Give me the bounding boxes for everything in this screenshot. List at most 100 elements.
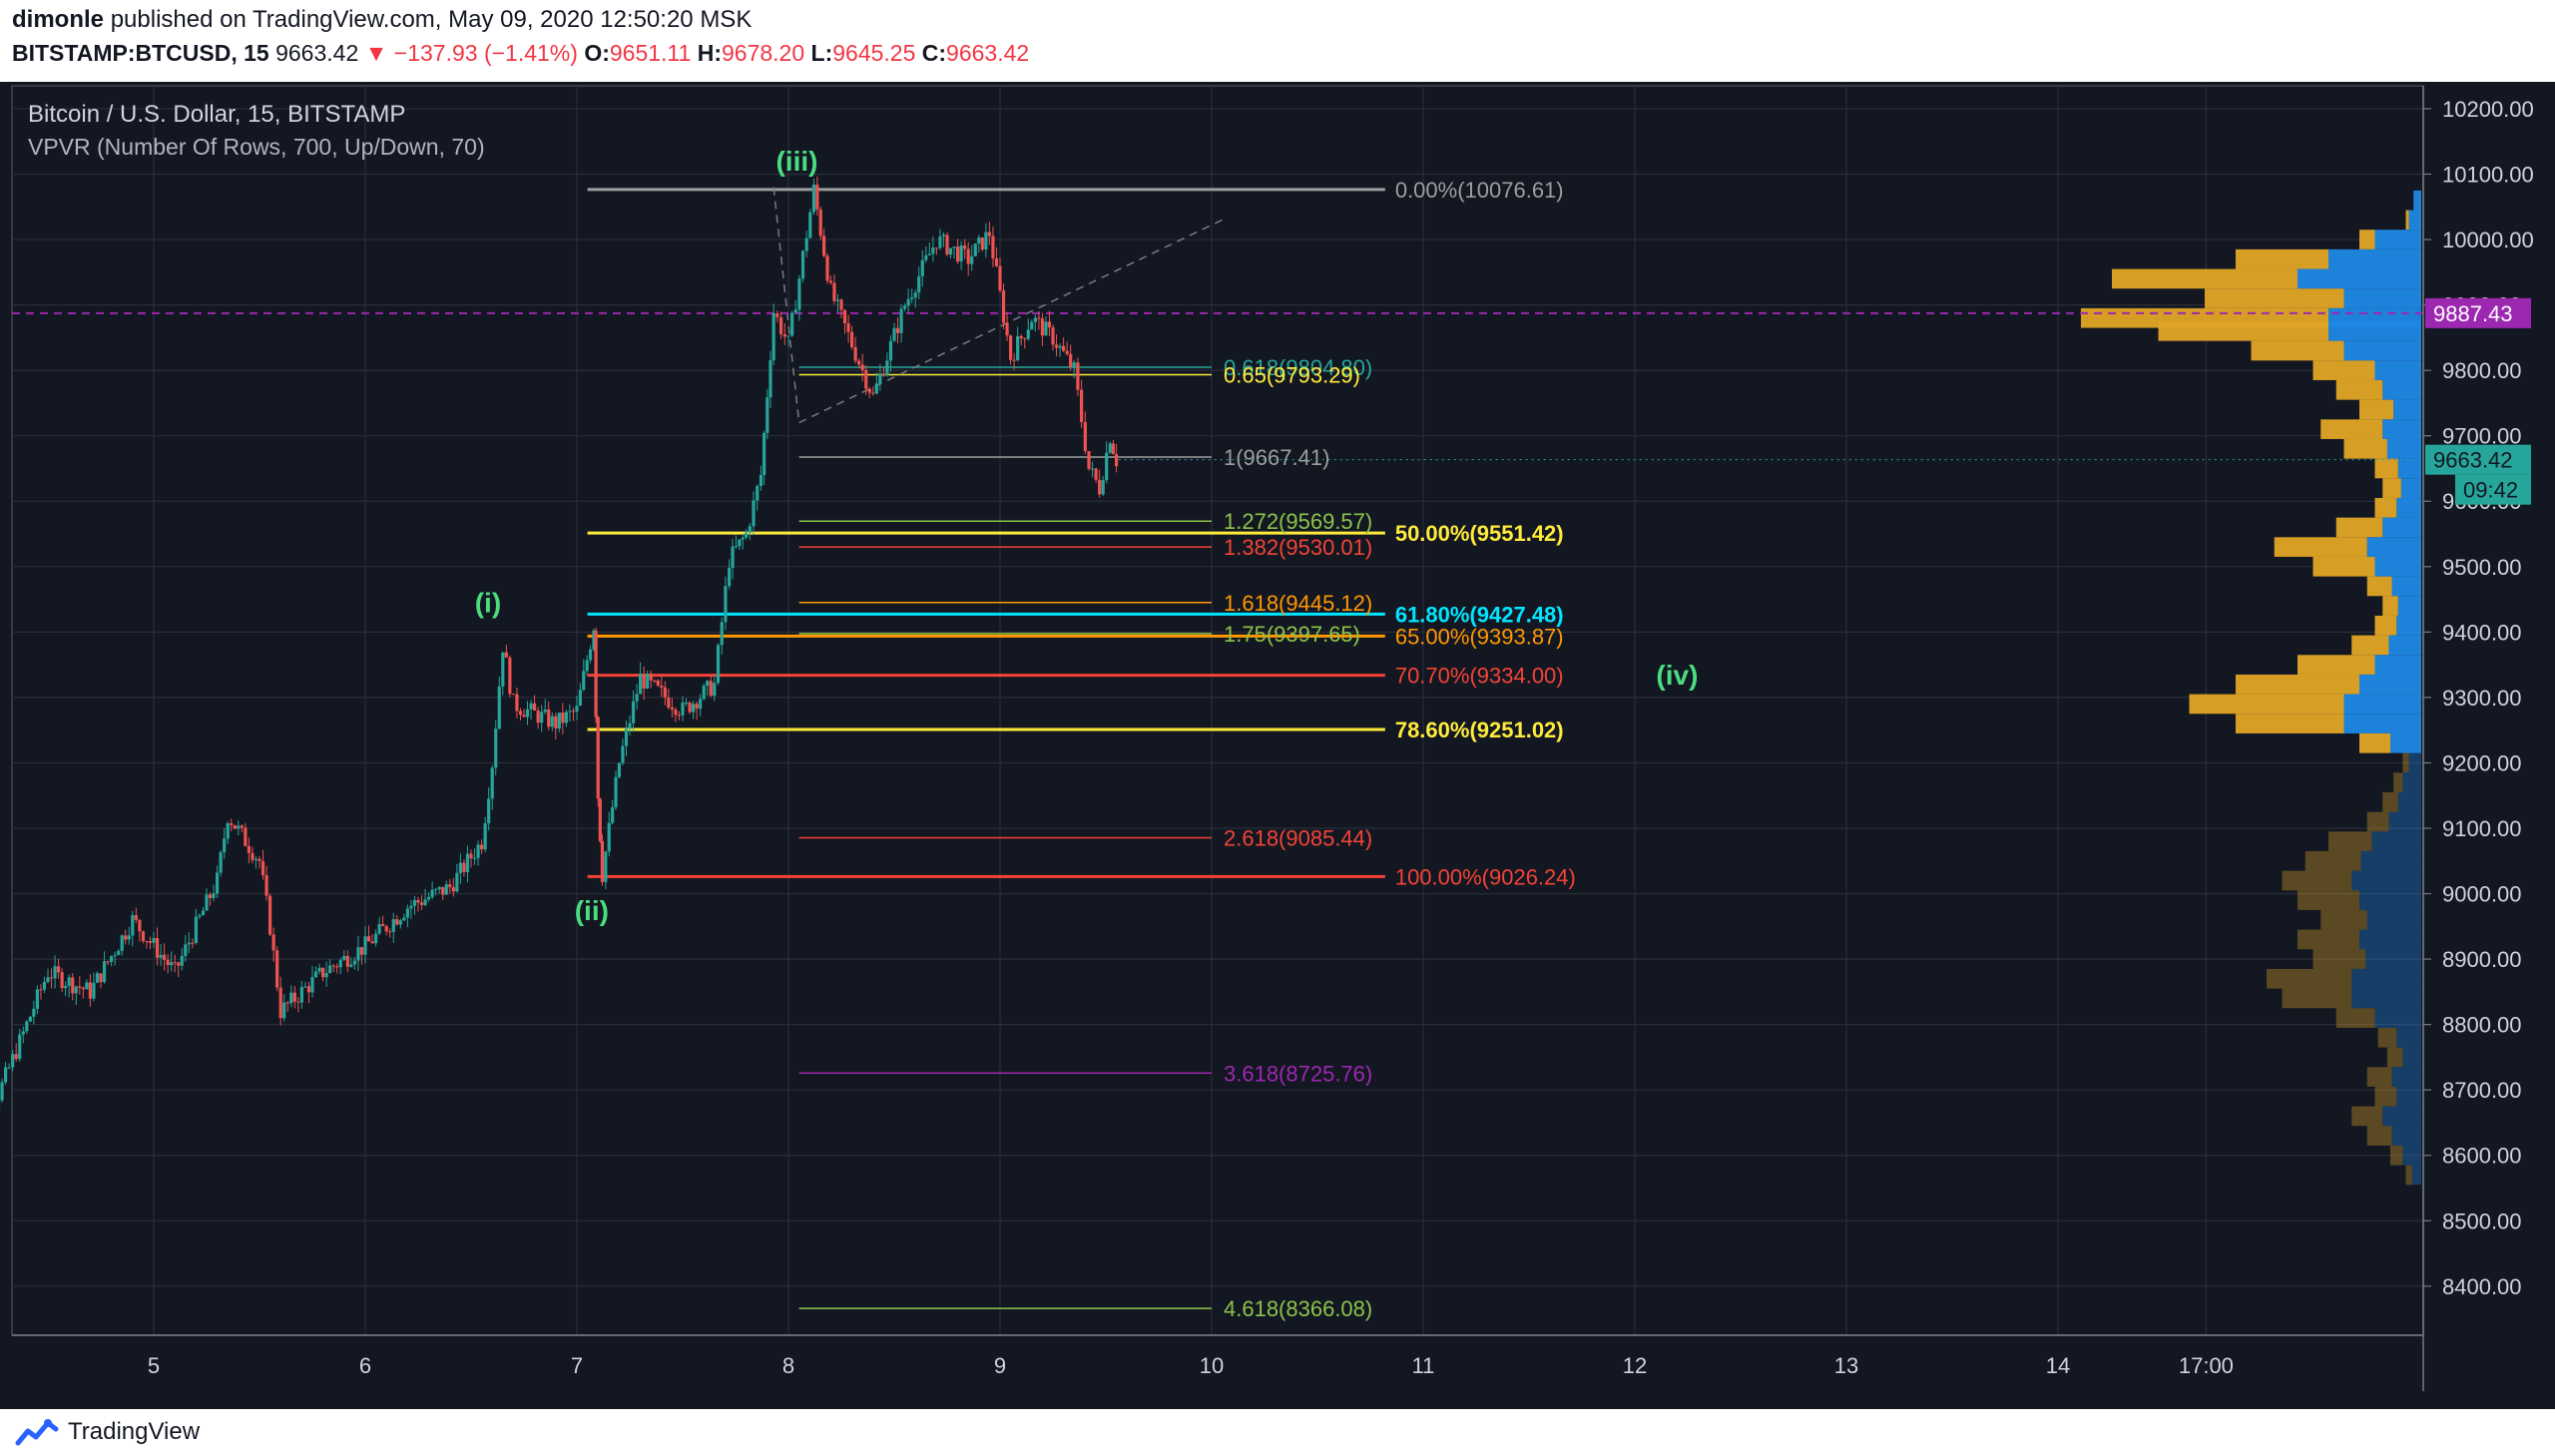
vp-down-bar bbox=[2382, 478, 2401, 498]
candle-body bbox=[251, 852, 255, 860]
vp-down-bar bbox=[2351, 1106, 2383, 1127]
countdown-badge: 09:42 bbox=[2463, 478, 2518, 503]
candle-body bbox=[611, 806, 615, 823]
candle-body bbox=[1098, 479, 1102, 495]
vp-down-bar bbox=[2335, 1008, 2375, 1028]
candle-body bbox=[745, 532, 749, 538]
candle-body bbox=[377, 924, 381, 934]
candle-body bbox=[1026, 329, 1030, 339]
candle-body bbox=[564, 712, 568, 724]
candle-body bbox=[966, 248, 970, 264]
candle-body bbox=[768, 359, 772, 398]
candle-body bbox=[271, 934, 275, 951]
candle-body bbox=[790, 312, 794, 336]
candle-body bbox=[416, 899, 420, 903]
vp-up-bar bbox=[2371, 831, 2421, 851]
candle-body bbox=[515, 694, 519, 712]
candle-body bbox=[1111, 443, 1116, 454]
symbol-label: BITSTAMP:BTCUSD, 15 bbox=[12, 40, 269, 66]
candle-body bbox=[533, 703, 537, 712]
candle-body bbox=[398, 920, 402, 925]
price-chart[interactable]: 0.00%(10076.61) 50.00%(9551.42) 61.80%(942… bbox=[0, 82, 2555, 1409]
candle-body bbox=[793, 309, 797, 313]
candle-body bbox=[642, 674, 646, 689]
vp-down-bar bbox=[2343, 438, 2387, 459]
y-tick-label: 8900.00 bbox=[2442, 947, 2522, 972]
price-change: ▼ −137.93 (−1.41%) bbox=[364, 40, 578, 66]
vp-up-bar bbox=[2396, 497, 2421, 518]
fib-extension-label: 0.65(9793.29) bbox=[1224, 363, 1360, 388]
vp-up-bar bbox=[2365, 949, 2421, 969]
candle-body bbox=[152, 937, 156, 943]
candle-body bbox=[7, 1067, 11, 1069]
candle-body bbox=[987, 232, 991, 237]
volume-profile bbox=[2081, 190, 2421, 1186]
candle-body bbox=[910, 297, 914, 299]
vp-up-bar bbox=[2359, 890, 2421, 910]
candle-body bbox=[688, 702, 692, 713]
candle-body bbox=[374, 933, 378, 944]
vp-up-bar bbox=[2390, 732, 2421, 753]
candle-body bbox=[800, 250, 805, 279]
vp-up-bar bbox=[2413, 190, 2421, 211]
vp-down-bar bbox=[2405, 1165, 2412, 1186]
tradingview-logo[interactable]: TradingView bbox=[14, 1417, 200, 1447]
candle-body bbox=[1001, 289, 1006, 323]
candle-body bbox=[720, 622, 724, 646]
candle-body bbox=[223, 838, 227, 853]
x-tick-label: 10 bbox=[1200, 1353, 1224, 1378]
candle-body bbox=[134, 915, 138, 920]
candle-body bbox=[811, 184, 816, 213]
candle-body bbox=[557, 713, 561, 729]
candle-body bbox=[1072, 362, 1076, 367]
vp-up-bar bbox=[2343, 288, 2421, 308]
candle-body bbox=[782, 333, 786, 337]
candle-body bbox=[635, 694, 639, 702]
vp-down-bar bbox=[2298, 929, 2359, 950]
candle-body bbox=[670, 708, 674, 711]
vp-down-bar bbox=[2320, 909, 2367, 930]
vp-down-bar bbox=[2236, 248, 2328, 269]
candle-body bbox=[260, 860, 265, 876]
candle-body bbox=[646, 674, 650, 689]
candle-body bbox=[299, 987, 303, 1003]
candle-body bbox=[713, 683, 717, 697]
candle-body bbox=[699, 699, 703, 710]
vp-down-bar bbox=[2390, 1145, 2403, 1166]
y-tick-label: 9400.00 bbox=[2442, 620, 2522, 645]
candle-body bbox=[1023, 338, 1027, 340]
candle-body bbox=[180, 955, 184, 966]
ohlc-line: BITSTAMP:BTCUSD, 15 9663.42 ▼ −137.93 (−… bbox=[12, 40, 1029, 67]
candle-body bbox=[64, 985, 68, 989]
vp-up-bar bbox=[2351, 870, 2421, 891]
candle-body bbox=[724, 586, 728, 623]
candle-body bbox=[728, 568, 732, 587]
candle-body bbox=[216, 872, 220, 894]
author-name[interactable]: dimonle bbox=[12, 6, 105, 33]
fib-extension-label: 1.75(9397.65) bbox=[1224, 622, 1360, 647]
vp-up-bar bbox=[2396, 615, 2421, 636]
candle-body bbox=[480, 844, 484, 850]
candle-body bbox=[18, 1034, 22, 1060]
vp-down-bar bbox=[2312, 556, 2375, 577]
vp-up-bar bbox=[2388, 635, 2421, 656]
candle-body bbox=[285, 1002, 289, 1004]
candle-body bbox=[282, 1002, 286, 1019]
candle-body bbox=[571, 711, 576, 713]
chart-area[interactable]: 0.00%(10076.61) 50.00%(9551.42) 61.80%(942… bbox=[0, 82, 2555, 1409]
candle-body bbox=[674, 710, 678, 716]
vp-up-bar bbox=[2408, 752, 2421, 773]
candle-body bbox=[278, 987, 282, 1019]
candle-body bbox=[835, 299, 840, 301]
candle-body bbox=[540, 712, 544, 724]
published-text: published on TradingView.com, May 09, 20… bbox=[110, 6, 753, 33]
candle-body bbox=[391, 919, 395, 932]
candle-body bbox=[359, 946, 364, 955]
x-tick-label: 7 bbox=[571, 1353, 583, 1378]
candle-body bbox=[60, 972, 64, 989]
candle-body bbox=[504, 652, 508, 658]
vp-up-bar bbox=[2359, 929, 2421, 950]
vp-up-bar bbox=[2359, 674, 2421, 695]
candle-body bbox=[934, 247, 938, 249]
vp-down-bar bbox=[2405, 210, 2409, 231]
